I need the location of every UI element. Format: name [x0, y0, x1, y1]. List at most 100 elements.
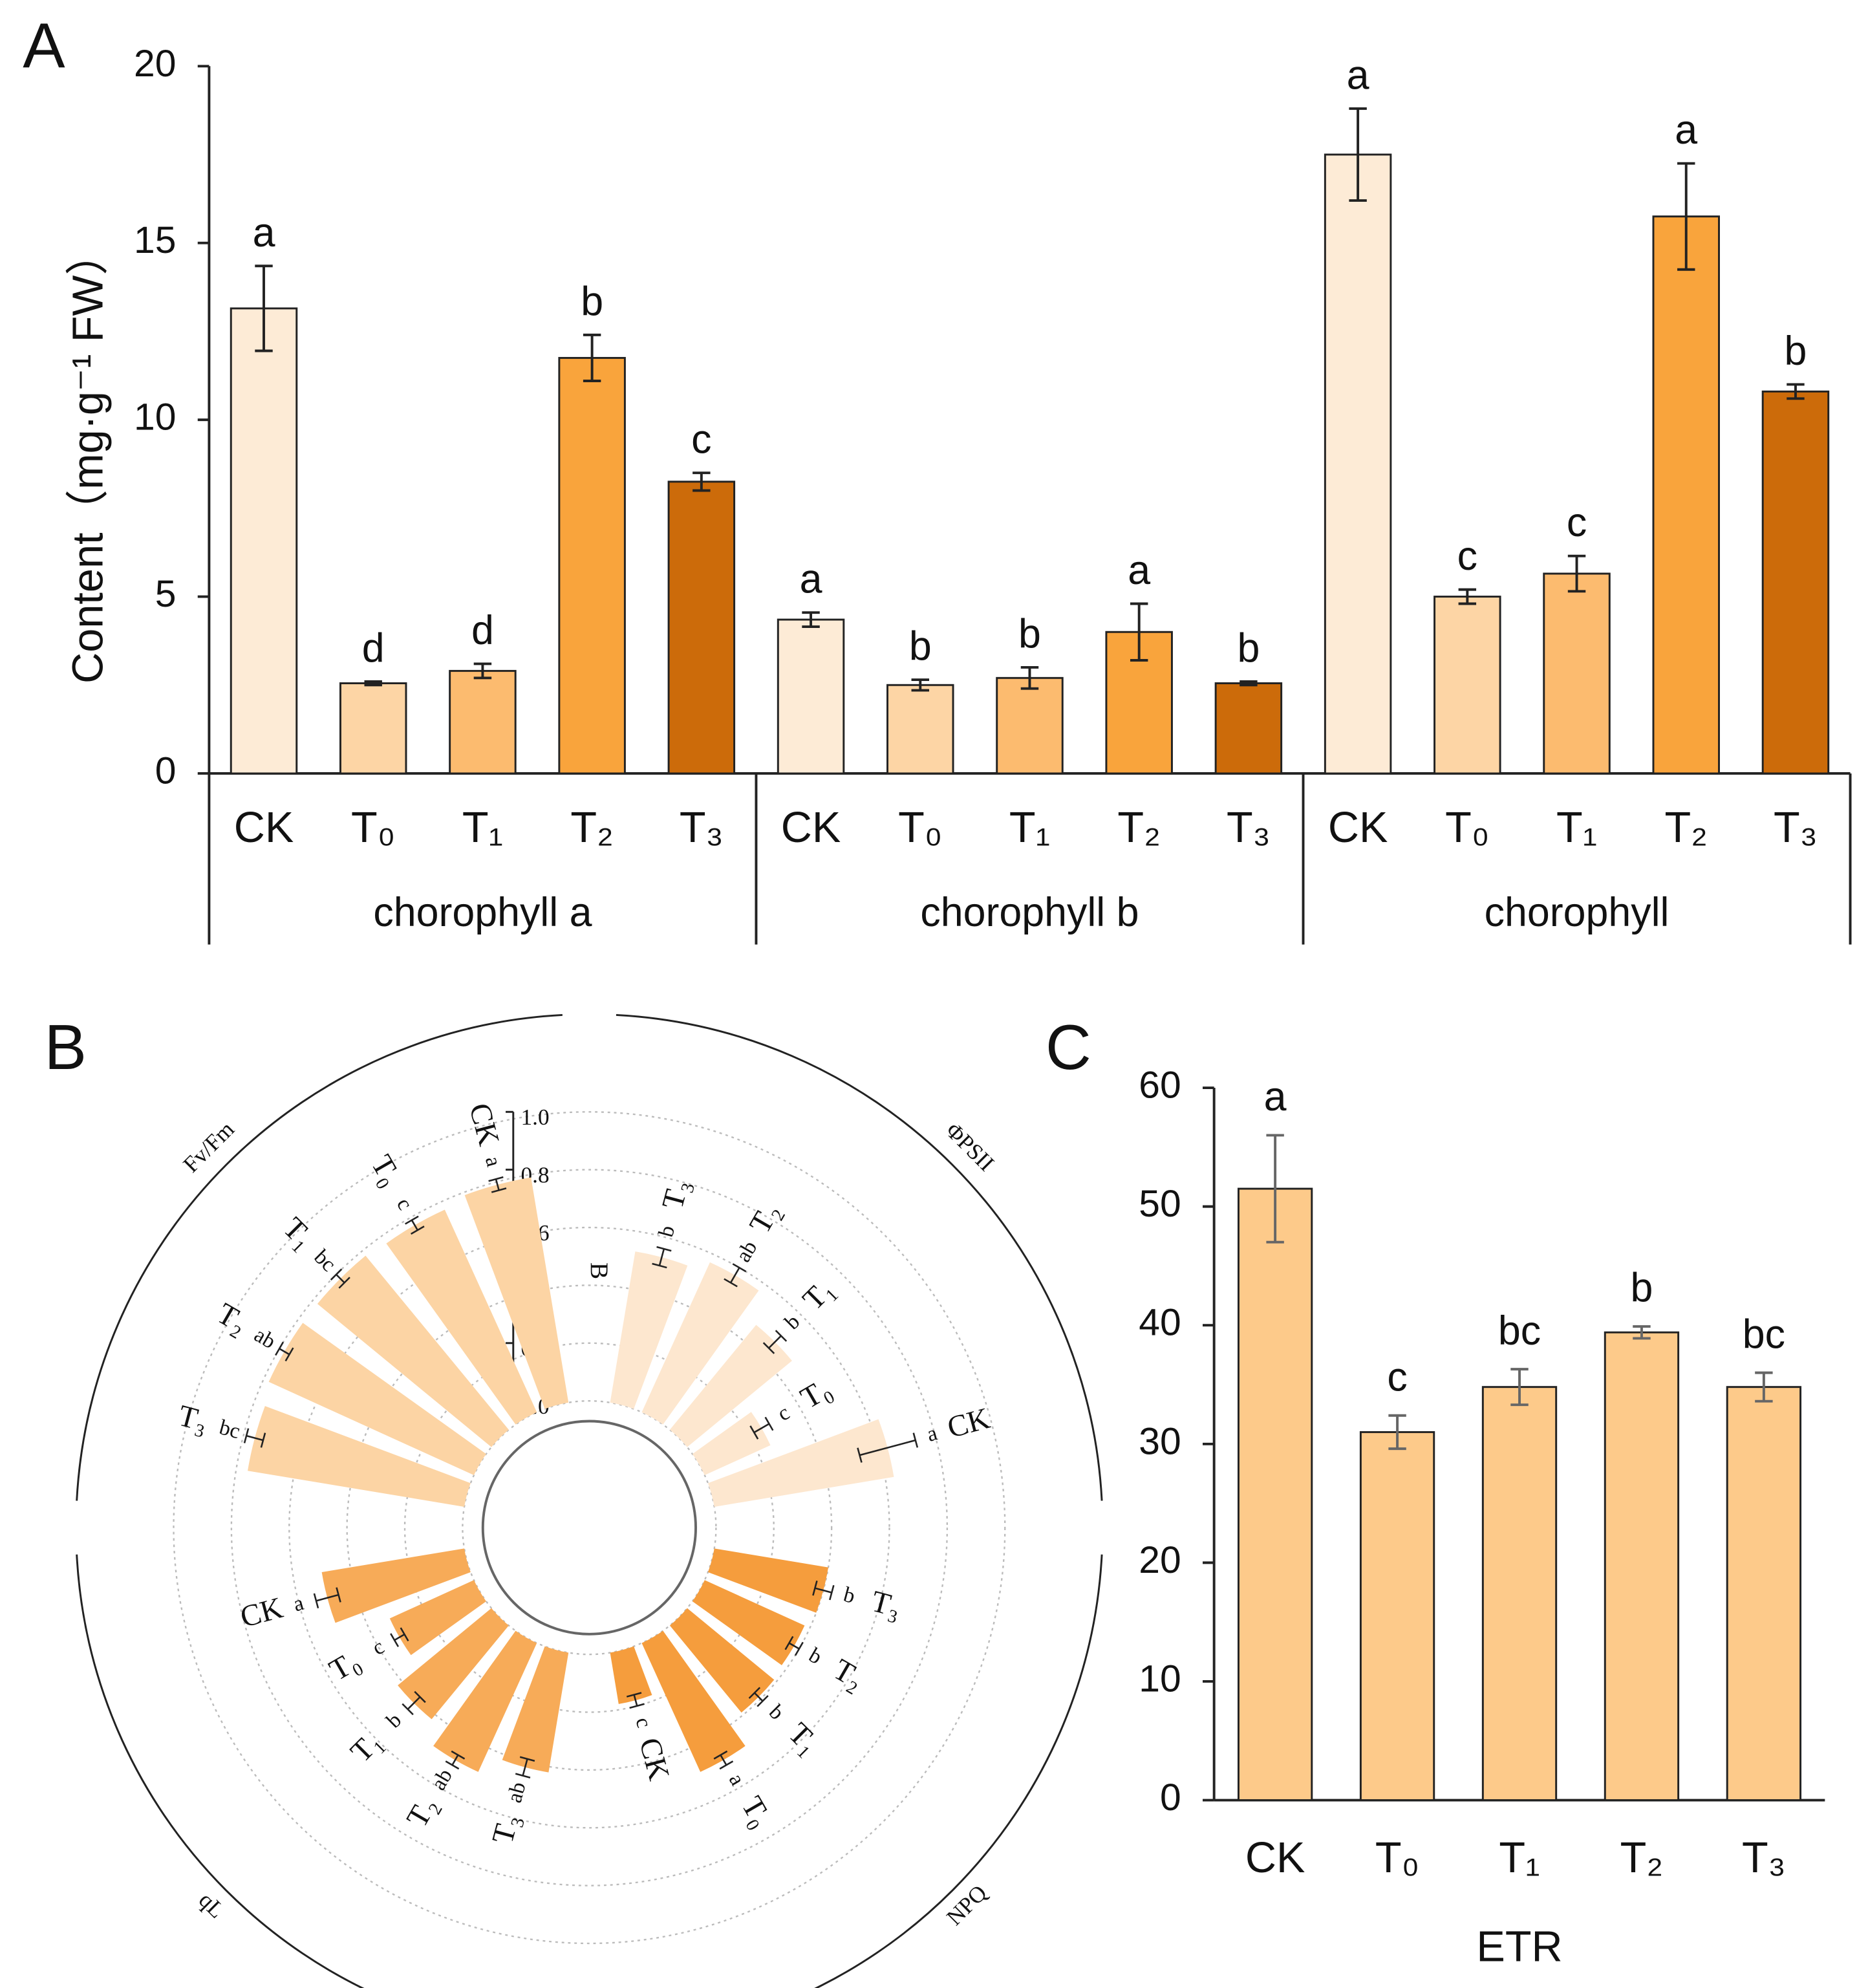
category-label: T₃: [656, 1176, 696, 1213]
error-bar: [407, 1696, 421, 1710]
grid-circle: [288, 1226, 890, 1829]
error-cap: [652, 1262, 667, 1269]
error-bar: [495, 1178, 500, 1191]
grid-circle: [173, 1111, 1006, 1945]
group-arc: [76, 1554, 365, 1988]
error-bar: [451, 1755, 459, 1766]
error-cap: [330, 1268, 343, 1280]
x-axis-label: ETR: [1476, 1923, 1562, 1971]
category-label: T₃: [868, 1584, 905, 1625]
category-label: CK: [237, 1591, 286, 1634]
bar: [1433, 596, 1501, 775]
category-label: T₀: [795, 1372, 837, 1416]
error-cap: [764, 1416, 774, 1431]
category-label: CK: [632, 1734, 676, 1784]
y-tick-label: 20: [1139, 1539, 1181, 1581]
x-tick-label: T₁: [1556, 804, 1597, 852]
error-cap: [313, 1593, 319, 1609]
significance-letter: a: [253, 210, 275, 255]
x-tick-label: T₀: [898, 804, 942, 852]
group-label: NPQ: [941, 1880, 991, 1930]
radial-bar: [610, 1251, 688, 1409]
significance-letter: a: [1675, 107, 1697, 153]
error-bar: [753, 1423, 770, 1434]
category-label: T₁: [782, 1716, 826, 1761]
significance-letter: c: [1387, 1354, 1407, 1399]
error-cap: [519, 1756, 535, 1762]
radial-bar: [692, 1580, 805, 1665]
panel-label: B: [45, 1011, 87, 1083]
significance-letter: d: [362, 625, 385, 671]
radial-bar: [610, 1646, 652, 1704]
significance-letter: a: [1347, 52, 1369, 98]
group-label: chorophyll b: [920, 890, 1139, 935]
significance-letter: a: [800, 557, 822, 602]
y-tick-label: 5: [155, 573, 177, 615]
error-cap: [784, 1636, 794, 1650]
grid-circle: [462, 1399, 717, 1656]
radial-axis-label: B: [585, 1262, 613, 1279]
significance-letter: c: [1567, 500, 1587, 545]
category-label: T₂: [400, 1791, 444, 1833]
x-tick-label: T₀: [1375, 1834, 1419, 1882]
error-cap: [713, 1750, 728, 1760]
error-cap: [445, 1760, 460, 1770]
significance-letter: a: [291, 1591, 306, 1617]
error-cap: [857, 1447, 863, 1463]
error-bar: [788, 1642, 800, 1650]
grid-circle: [346, 1284, 833, 1771]
bar: [1543, 572, 1611, 775]
error-cap: [757, 1695, 769, 1707]
x-tick-label: T₀: [1445, 804, 1489, 852]
bar: [886, 684, 954, 775]
bar: [667, 481, 736, 775]
significance-letter: c: [368, 1635, 388, 1660]
category-label: T₃: [486, 1810, 526, 1847]
significance-letter: bc: [309, 1245, 340, 1276]
radial-bar: [707, 1419, 894, 1507]
significance-letter: a: [1128, 548, 1150, 593]
category-label: T₀: [735, 1791, 778, 1833]
significance-letter: b: [780, 1310, 804, 1334]
radial-bar: [707, 1548, 829, 1613]
error-bar: [633, 1694, 638, 1707]
significance-letter: b: [654, 1223, 680, 1240]
significance-letter: c: [630, 1715, 656, 1731]
error-cap: [488, 1176, 504, 1182]
significance-letter: c: [392, 1194, 417, 1214]
y-tick-label: 15: [134, 219, 176, 261]
bar: [1652, 215, 1720, 775]
significance-letter: b: [764, 1700, 789, 1725]
significance-letter: a: [1264, 1074, 1287, 1119]
significance-letter: b: [381, 1708, 406, 1733]
bar: [996, 676, 1064, 775]
error-bar: [720, 1755, 727, 1766]
group-arc: [616, 1013, 1103, 1501]
radial-bar: [398, 1608, 509, 1720]
category-label: T₀: [324, 1644, 366, 1688]
bar: [1359, 1431, 1435, 1802]
category-label: T₁: [277, 1211, 321, 1255]
y-tick-label: 20: [134, 43, 176, 85]
x-tick-label: T₃: [1227, 804, 1271, 852]
bar: [558, 356, 626, 775]
bar: [1481, 1386, 1558, 1802]
group-label: chorophyll a: [373, 890, 592, 935]
bar: [777, 618, 845, 775]
group-label: qL: [194, 1887, 230, 1923]
x-tick-label: T₁: [1499, 1834, 1540, 1882]
x-tick-label: CK: [1328, 804, 1388, 852]
error-cap: [762, 1342, 775, 1354]
category-label: T₂: [828, 1652, 870, 1696]
error-bar: [522, 1758, 528, 1777]
group-arc: [814, 1554, 1103, 1988]
significance-letter: c: [691, 417, 711, 462]
error-cap: [451, 1750, 466, 1760]
category-label: CK: [462, 1100, 506, 1150]
radial-bar: [669, 1608, 775, 1713]
x-tick-label: T₀: [351, 804, 395, 852]
significance-letter: b: [909, 624, 932, 669]
radial-bar: [268, 1323, 486, 1476]
category-label: CK: [944, 1401, 994, 1445]
